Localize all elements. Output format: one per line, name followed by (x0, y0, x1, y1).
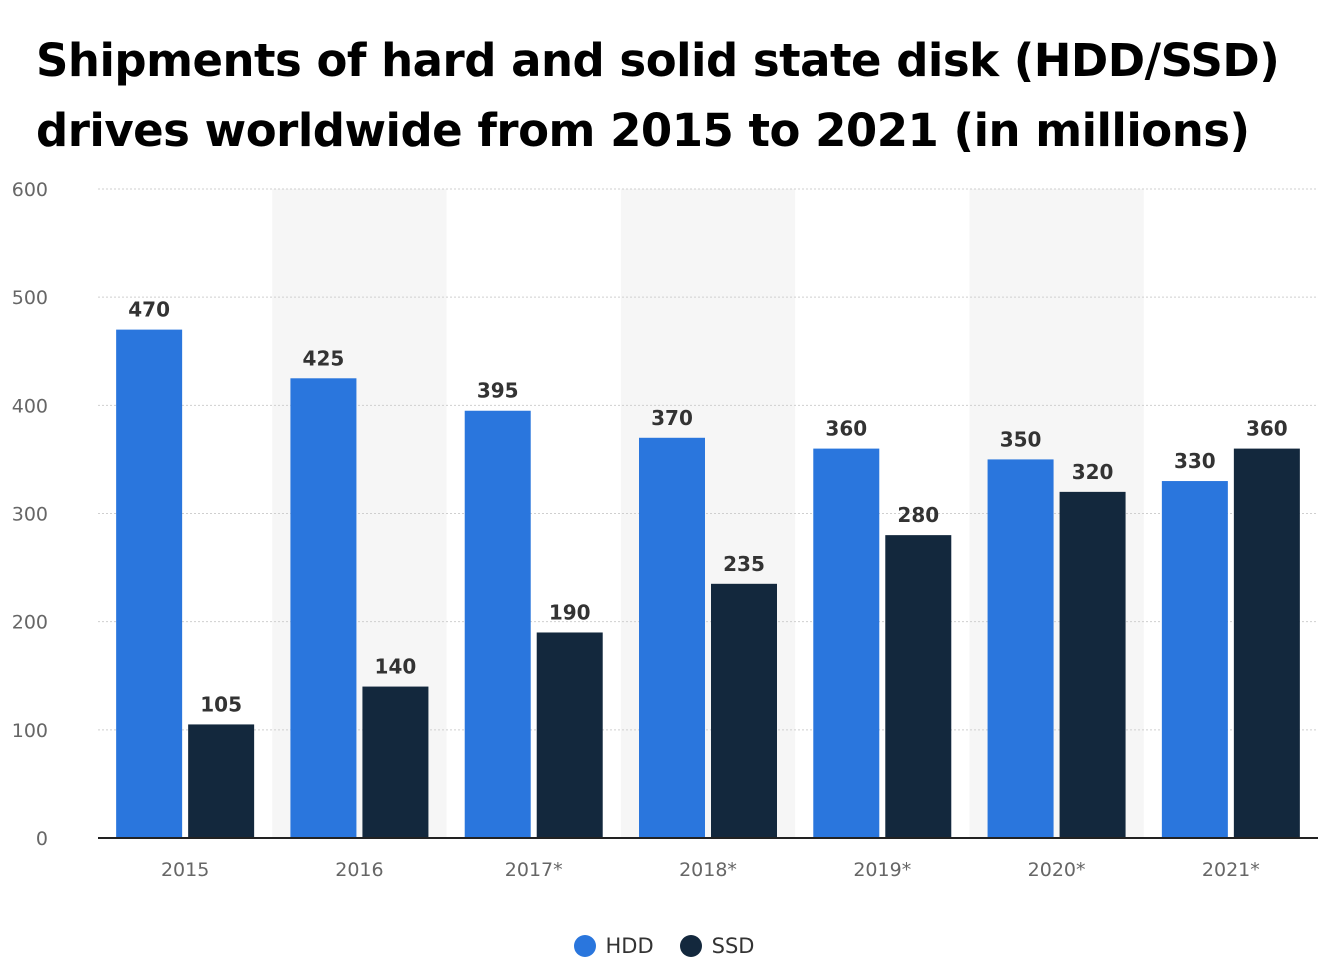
bar-hdd[interactable] (639, 437, 705, 838)
x-tick-label: 2017* (505, 859, 563, 881)
legend-label-hdd: HDD (605, 934, 654, 958)
bar-ssd[interactable] (1233, 448, 1300, 838)
y-tick-label: 100 (12, 720, 48, 742)
chart-title: Shipments of hard and solid state disk (… (36, 34, 1280, 157)
bar-ssd[interactable] (536, 632, 603, 838)
legend-label-ssd: SSD (711, 934, 755, 958)
data-label: 330 (1174, 449, 1216, 473)
bar-ssd[interactable] (1059, 491, 1126, 838)
legend-item-ssd[interactable]: SSD (679, 934, 755, 958)
data-label: 105 (200, 692, 242, 716)
x-tick-label: 2016 (335, 859, 383, 881)
data-label: 190 (549, 600, 591, 624)
x-tick-label: 2015 (161, 859, 209, 881)
legend: HDD SSD (0, 930, 1328, 962)
data-label: 350 (1000, 427, 1042, 451)
y-tick-label: 400 (12, 395, 48, 417)
bar-ssd[interactable] (711, 583, 777, 838)
legend-item-hdd[interactable]: HDD (573, 934, 654, 958)
legend-swatch-hdd (573, 935, 596, 957)
y-tick-label: 300 (12, 504, 48, 526)
data-label: 235 (723, 552, 765, 576)
data-label: 320 (1072, 460, 1114, 484)
x-tick-label: 2021* (1202, 859, 1260, 881)
bar-hdd[interactable] (987, 459, 1054, 838)
data-label: 280 (897, 503, 939, 527)
bar-ssd[interactable] (885, 535, 952, 838)
data-label: 360 (1246, 417, 1288, 441)
x-tick-label: 2018* (679, 859, 737, 881)
bar-hdd[interactable] (116, 329, 183, 838)
bar-hdd[interactable] (290, 378, 357, 838)
bar-hdd[interactable] (813, 448, 880, 838)
legend-swatch-ssd (679, 935, 702, 957)
bar-ssd[interactable] (188, 724, 255, 838)
x-tick-label: 2019* (853, 859, 911, 881)
data-label: 370 (651, 406, 693, 430)
data-label: 425 (303, 346, 345, 370)
bar-ssd[interactable] (362, 686, 429, 838)
data-label: 470 (128, 298, 170, 322)
y-tick-label: 200 (12, 612, 48, 634)
bar-hdd[interactable] (1161, 481, 1228, 838)
data-label: 395 (477, 379, 519, 403)
x-tick-label: 2020* (1028, 859, 1086, 881)
data-label: 140 (375, 655, 417, 679)
data-label: 360 (825, 417, 867, 441)
y-tick-label: 500 (12, 287, 48, 309)
y-tick-label: 600 (12, 179, 48, 201)
bar-hdd[interactable] (464, 410, 531, 838)
y-tick-label: 0 (36, 828, 48, 850)
